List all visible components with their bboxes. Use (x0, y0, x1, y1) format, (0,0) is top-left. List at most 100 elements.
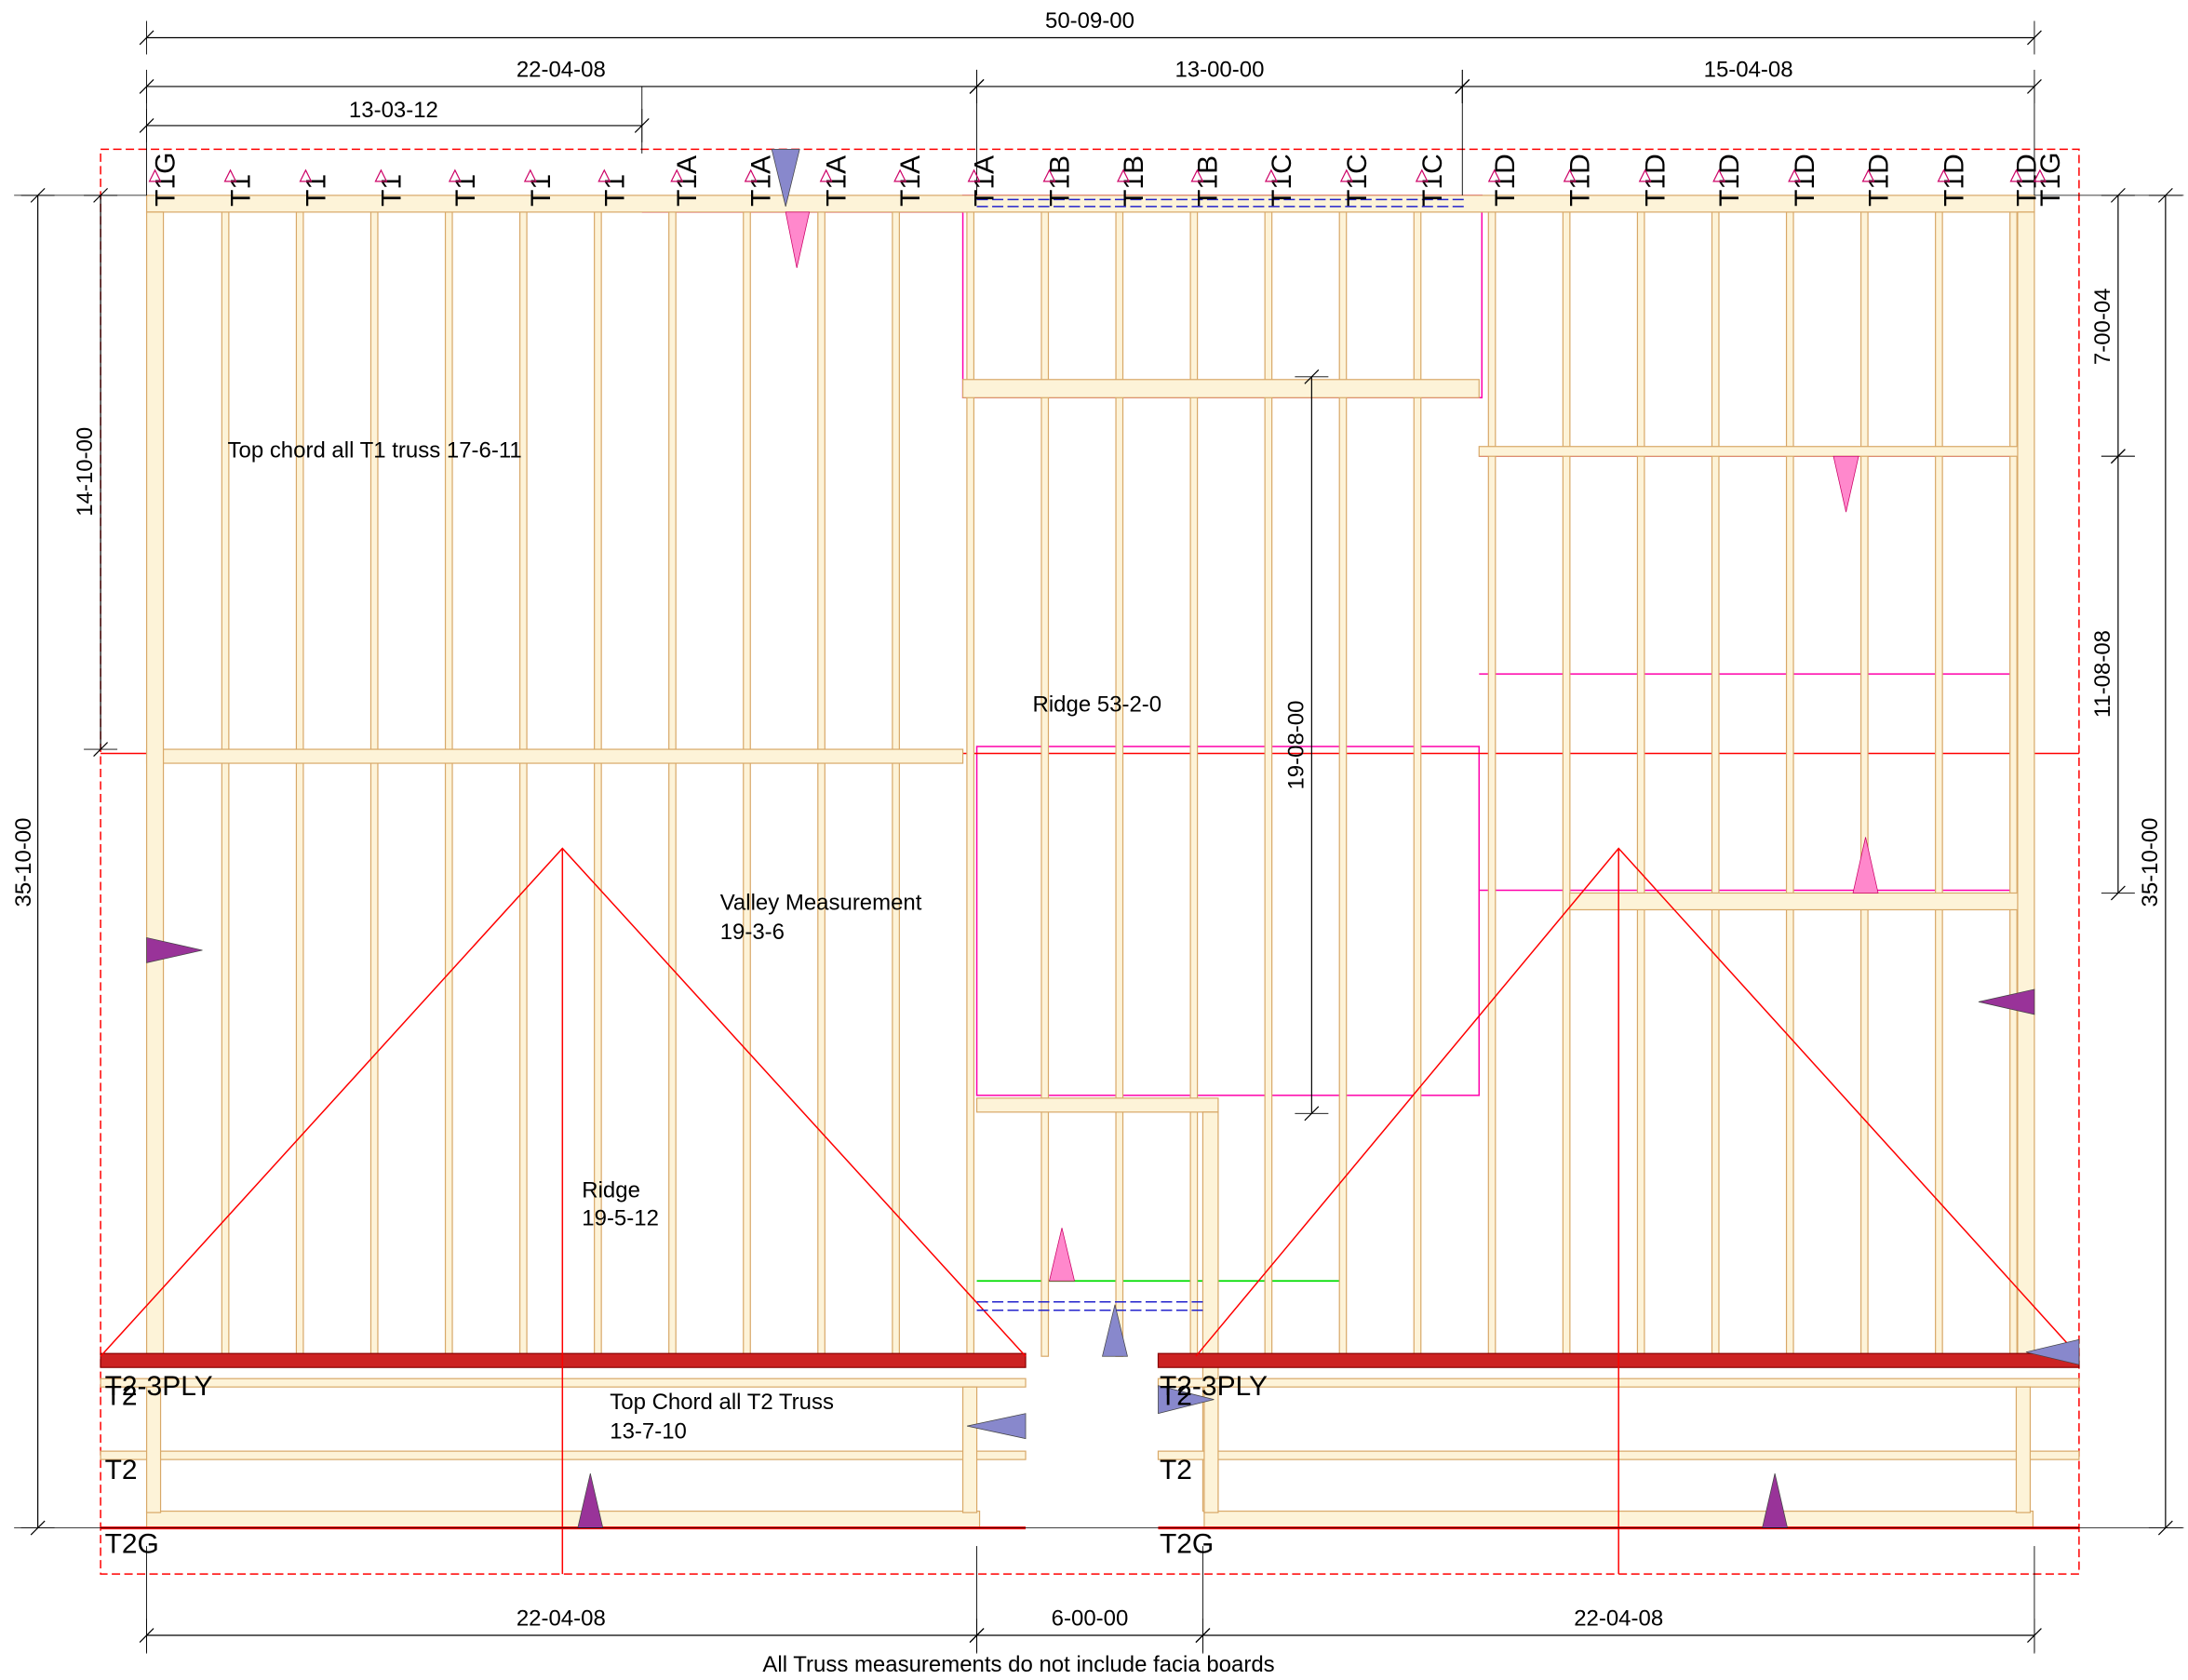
truss-label: T2-3PLY (105, 1371, 213, 1402)
truss-marker (1638, 168, 1652, 182)
truss-label: T1 (599, 174, 630, 207)
truss-marker (448, 168, 462, 182)
truss-label: T1 (526, 174, 557, 207)
note: Ridge (582, 1177, 640, 1203)
glyph (966, 1413, 1027, 1440)
member (2015, 1386, 2032, 1513)
truss-label: T1D (1641, 154, 1671, 207)
truss-label: T2G (105, 1529, 159, 1560)
member (975, 1097, 1219, 1113)
dimension-label: 6-00-00 (1052, 1606, 1129, 1632)
truss-marker (819, 168, 833, 182)
member (221, 211, 230, 1357)
dimension-label: 22-04-08 (517, 1606, 606, 1632)
truss-marker (2009, 168, 2023, 182)
dimension-label: 35-10-00 (2138, 818, 2163, 907)
truss-marker (1937, 168, 1951, 182)
truss-label: T1G (151, 153, 181, 207)
truss-label: T1C (1417, 154, 1448, 207)
truss-marker (523, 168, 537, 182)
truss-marker (670, 168, 684, 182)
note: 13-7-10 (610, 1419, 687, 1445)
member (961, 379, 1480, 398)
footer: All Truss measurements do not include fa… (762, 1652, 1274, 1677)
dimension-label: 13-03-12 (349, 98, 438, 123)
truss-marker (148, 168, 162, 182)
truss-marker (967, 168, 981, 182)
outer-boundary (100, 148, 2080, 1575)
truss-marker (1487, 168, 1501, 182)
pink-box (961, 195, 1483, 399)
truss-label: T1 (301, 174, 331, 207)
glyph (2025, 1338, 2080, 1365)
texts: 50-09-00 22-04-08 13-00-00 15-04-08 13-03-12… (11, 8, 2163, 1677)
member (518, 211, 528, 1357)
dimensions (14, 20, 2184, 1654)
member (1785, 211, 1794, 1357)
truss-label: T1D (1790, 154, 1820, 207)
truss-marker (1339, 168, 1353, 182)
member (1569, 892, 2020, 911)
member (1478, 446, 2020, 457)
truss-marker (374, 168, 388, 182)
truss-marker (1264, 168, 1278, 182)
overlay (100, 149, 2080, 1575)
truss-label: T1G (2035, 153, 2066, 207)
member (295, 211, 304, 1357)
pink-box (975, 746, 1481, 1096)
truss-marker (223, 168, 237, 182)
glyph (1832, 455, 1859, 513)
glyph (577, 1473, 604, 1528)
member (444, 211, 453, 1357)
truss-label: T1 (226, 174, 257, 207)
truss-marker (1190, 168, 1204, 182)
truss-marker (744, 168, 758, 182)
member (145, 195, 2035, 213)
truss-label: T1D (1490, 154, 1521, 207)
member (1487, 211, 1497, 1357)
glyph (1158, 1385, 1215, 1415)
note: 19-3-6 (720, 920, 785, 945)
truss-marker (893, 168, 907, 182)
truss-label: T1 (450, 174, 481, 207)
dimension-label: 11-08-08 (2090, 630, 2115, 718)
truss-marker (1415, 168, 1429, 182)
member (961, 1386, 978, 1513)
truss-label: T2 (105, 1381, 138, 1412)
dimension-label: 7-00-04 (2090, 288, 2115, 365)
member (1935, 211, 1943, 1357)
dimension-label: 13-00-00 (1175, 57, 1264, 82)
truss-label: T2 (1160, 1455, 1192, 1485)
dimension-label: 19-08-00 (1283, 701, 1309, 790)
truss-label: T2-3PLY (1160, 1371, 1268, 1402)
member (743, 211, 751, 1357)
truss-label: T1D (2011, 154, 2042, 207)
truss-label: T1D (1864, 154, 1895, 207)
member (892, 211, 900, 1357)
member (1636, 211, 1645, 1357)
truss-label: T1C (1267, 154, 1297, 207)
members (100, 195, 2080, 1530)
glyph (785, 211, 811, 268)
truss-marker (1788, 168, 1802, 182)
note: 19-5-12 (582, 1205, 659, 1230)
truss-marker (1117, 168, 1130, 182)
truss-label: T1D (1714, 154, 1745, 207)
truss-marker (299, 168, 313, 182)
dimension-label: 15-04-08 (1704, 57, 1793, 82)
truss-label: T2G (1160, 1529, 1214, 1560)
member (1859, 211, 1869, 1357)
truss-marker (1563, 168, 1577, 182)
glyph (1049, 1228, 1075, 1282)
glyph (1978, 988, 2035, 1015)
glyph (1852, 837, 1879, 894)
note: Ridge 53-2-0 (1033, 692, 1162, 718)
member (2009, 211, 2018, 1357)
truss-label: T2 (1160, 1381, 1192, 1412)
dimension-label: 50-09-00 (1045, 8, 1134, 34)
dimension-label: 14-10-00 (73, 427, 98, 517)
dimension-label: 22-04-08 (1574, 1606, 1663, 1632)
truss-label: T1C (1342, 154, 1373, 207)
glyph (146, 936, 203, 963)
